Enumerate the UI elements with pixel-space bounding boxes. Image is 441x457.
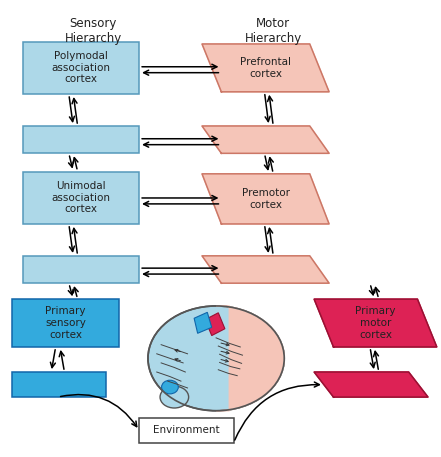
Polygon shape — [194, 312, 212, 333]
Ellipse shape — [148, 306, 284, 411]
Polygon shape — [205, 313, 225, 335]
Polygon shape — [202, 256, 329, 283]
Text: Environment: Environment — [153, 425, 220, 435]
Bar — [22, 126, 139, 154]
Text: Prefrontal
cortex: Prefrontal cortex — [240, 57, 291, 79]
Polygon shape — [314, 299, 437, 347]
Text: Premotor
cortex: Premotor cortex — [242, 188, 290, 210]
Ellipse shape — [160, 386, 189, 408]
Bar — [22, 42, 139, 94]
Polygon shape — [202, 44, 329, 92]
Polygon shape — [202, 126, 329, 154]
Ellipse shape — [161, 380, 178, 394]
Text: Polymodal
association
cortex: Polymodal association cortex — [52, 51, 110, 85]
Bar — [22, 171, 139, 224]
Text: Motor
Hierarchy: Motor Hierarchy — [245, 16, 302, 45]
Polygon shape — [314, 372, 428, 397]
Text: Unimodal
association
cortex: Unimodal association cortex — [52, 181, 110, 214]
Text: Primary
sensory
cortex: Primary sensory cortex — [45, 307, 86, 340]
Bar — [22, 256, 139, 283]
Text: Sensory
Hierarchy: Sensory Hierarchy — [64, 16, 122, 45]
Polygon shape — [216, 306, 284, 411]
Bar — [139, 418, 234, 443]
Bar — [11, 299, 120, 347]
Polygon shape — [202, 174, 329, 224]
Bar — [11, 372, 106, 397]
Text: Primary
motor
cortex: Primary motor cortex — [355, 307, 396, 340]
